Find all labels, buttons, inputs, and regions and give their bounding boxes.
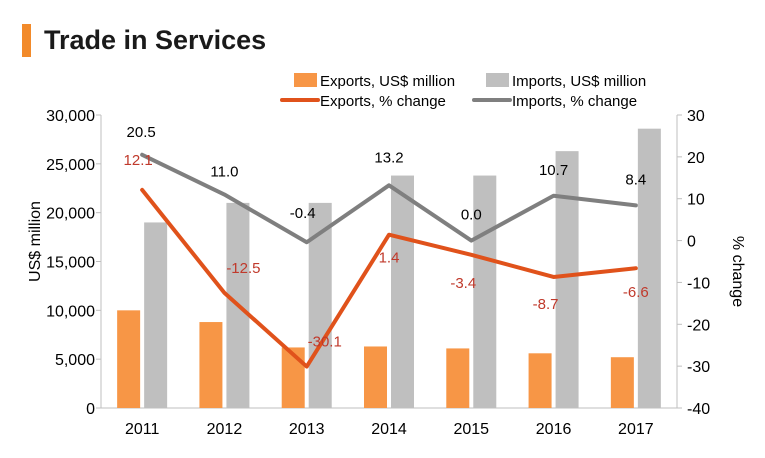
x-tick-label: 2014: [371, 421, 407, 438]
y-tick-label: 0: [86, 401, 95, 418]
exports-bar-2016: [528, 353, 552, 408]
legend-swatch: [486, 73, 509, 87]
y2-tick-label: -10: [687, 275, 710, 292]
y2-tick-label: 0: [687, 234, 696, 251]
imports-change-label-2014: 13.2: [374, 149, 403, 166]
chart-title: Trade in Services: [44, 25, 267, 55]
y-tick-label: 30,000: [46, 108, 95, 125]
imports-bar-2016: [555, 151, 579, 409]
exports-bar-2015: [446, 348, 470, 408]
legend-item: Exports, % change: [280, 93, 446, 110]
y2-tick-label: 10: [687, 192, 705, 209]
x-tick-label: 2016: [536, 421, 572, 438]
y-axis-title: US$ million: [27, 201, 44, 282]
title-accent-bar: [22, 24, 31, 57]
exports-change-label-2016: -8.7: [533, 296, 559, 313]
exports-change-line: [140, 187, 638, 369]
exports-bar-2014: [364, 346, 387, 408]
x-tick-label: 2015: [453, 421, 489, 438]
imports-change-label-2013: -0.4: [290, 205, 316, 222]
y-tick-label: 25,000: [46, 157, 95, 174]
y2-tick-label: 30: [687, 108, 705, 125]
exports-change-label-2011: 12.1: [124, 152, 153, 169]
y2-tick-label: 20: [687, 150, 705, 167]
exports-change-label-2015: -3.4: [450, 275, 476, 292]
legend: Exports, US$ million Imports, US$ million…: [280, 73, 646, 110]
legend-label: Exports, % change: [320, 93, 446, 110]
imports-bar-2011: [144, 222, 168, 408]
exports-bar-2011: [117, 310, 141, 408]
exports-change-label-2013: -30.1: [308, 334, 342, 351]
imports-change-label-2016: 10.7: [539, 162, 568, 179]
exports-change-label-2014: 1.4: [379, 250, 400, 267]
x-tick-label: 2013: [289, 421, 325, 438]
y-tick-label: 15,000: [46, 255, 95, 272]
exports-bar-2013: [281, 347, 305, 408]
bars: [117, 128, 661, 409]
y2-tick-label: -30: [687, 359, 710, 376]
legend-item: Imports, US$ million: [486, 73, 646, 90]
legend-item: Exports, US$ million: [294, 73, 455, 90]
imports-change-label-2015: 0.0: [461, 207, 482, 224]
legend-swatch: [294, 73, 317, 87]
y2-tick-label: -40: [687, 401, 710, 418]
y2-tick-label: -20: [687, 317, 710, 334]
axes: 0 5,000 10,000 15,000 20,000 25,000 30,000 -40 -…: [27, 108, 746, 438]
exports-bar-2012: [199, 322, 223, 408]
data-labels: 12.1 -12.5 -30.1 1.4 -3.4 -8.7 -6.6 20.5 11.0 -0.…: [124, 124, 649, 351]
imports-bar-2014: [391, 175, 414, 408]
exports-change-label-2012: -12.5: [226, 260, 260, 277]
legend-label: Imports, US$ million: [512, 73, 646, 90]
lines: [140, 152, 638, 369]
exports-change-label-2017: -6.6: [623, 284, 649, 301]
imports-change-label-2017: 8.4: [625, 171, 646, 188]
imports-change-line: [140, 152, 638, 245]
x-tick-label: 2011: [125, 421, 160, 438]
y-tick-label: 5,000: [55, 352, 95, 369]
legend-item: Imports, % change: [472, 93, 637, 110]
x-tick-label: 2017: [618, 421, 654, 438]
imports-change-label-2011: 20.5: [127, 124, 156, 141]
y-tick-label: 10,000: [46, 303, 95, 320]
imports-change-label-2012: 11.0: [210, 164, 238, 181]
exports-bar-2017: [610, 357, 634, 408]
imports-bar-2015: [473, 175, 497, 408]
imports-bar-2017: [637, 128, 661, 408]
x-tick-label: 2012: [207, 421, 243, 438]
legend-label: Exports, US$ million: [320, 73, 455, 90]
legend-label: Imports, % change: [512, 93, 637, 110]
y-tick-label: 20,000: [46, 206, 95, 223]
y2-axis-title: % change: [729, 236, 746, 307]
